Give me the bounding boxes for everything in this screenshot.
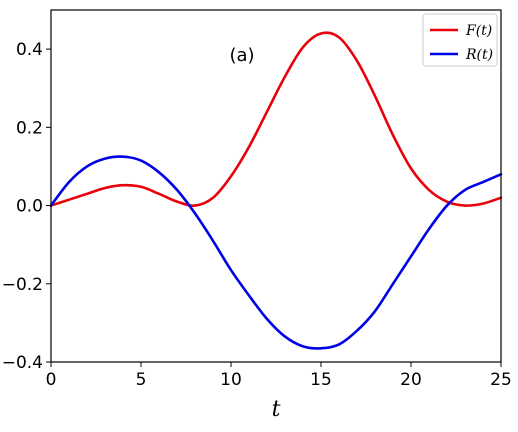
legend: F(t) R(t) bbox=[422, 13, 498, 67]
x-axis-label: t bbox=[272, 397, 281, 422]
plot-frame bbox=[50, 9, 502, 363]
series-line-1 bbox=[49, 31, 503, 207]
x-tick-label: 15 bbox=[310, 370, 332, 390]
series-layer bbox=[49, 31, 503, 350]
ticks-layer: 0 5 10 15 20 25 −0.4 −0.2 0.0 0.2 0.4 bbox=[2, 40, 512, 390]
panel-annotation: (a) bbox=[229, 45, 254, 66]
legend-label-1: F(t) bbox=[465, 23, 492, 39]
x-tick-label: 20 bbox=[400, 370, 422, 390]
x-tick-label: 5 bbox=[136, 370, 147, 390]
y-tick-label: −0.4 bbox=[2, 353, 43, 373]
legend-label-2: R(t) bbox=[465, 47, 493, 63]
series-line-2 bbox=[49, 155, 503, 350]
x-tick-label: 10 bbox=[220, 370, 242, 390]
x-tick-label: 0 bbox=[46, 370, 57, 390]
y-tick-label: 0.0 bbox=[16, 197, 43, 217]
y-tick-label: −0.2 bbox=[2, 275, 43, 295]
x-tick-label: 25 bbox=[490, 370, 512, 390]
y-tick-label: 0.2 bbox=[16, 118, 43, 138]
y-tick-label: 0.4 bbox=[16, 40, 43, 60]
